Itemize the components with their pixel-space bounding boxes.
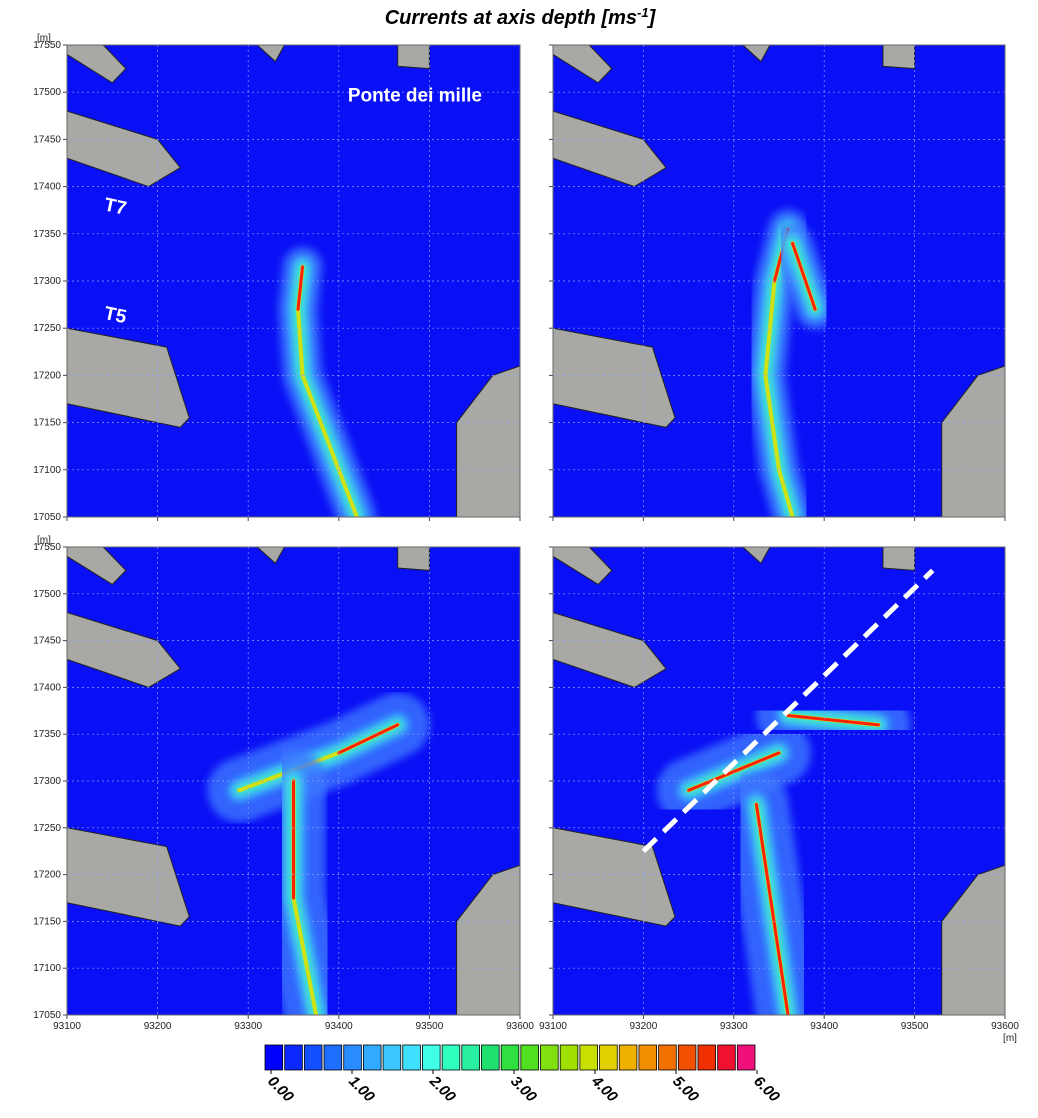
y-tick-label: 17450 [33,636,61,647]
panel-content [553,45,1005,517]
colorbar-swatch [324,1045,342,1070]
colorbar-swatch [442,1045,460,1070]
figure-title: Currents at axis depth [ms-1] [385,5,657,29]
x-tick-label: 93200 [144,1021,172,1032]
colorbar-swatch [521,1045,539,1070]
x-unit: [m] [1003,1033,1017,1044]
y-tick-label: 17350 [33,229,61,240]
building [883,45,915,69]
y-tick-label: 17100 [33,465,61,476]
y-tick-label: 17300 [33,776,61,787]
colorbar-swatch [698,1045,716,1070]
y-tick-label: 17200 [33,370,61,381]
colorbar-label: 6.00 [750,1073,783,1106]
map-panel: 93100 93200 93300 93400 93500 93600[m] [539,547,1019,1044]
building [398,45,430,69]
y-unit: [m] [37,33,51,44]
colorbar-swatch [560,1045,578,1070]
colorbar-swatch [265,1045,283,1070]
x-tick-label: 93500 [415,1021,443,1032]
y-tick-label: 17500 [33,589,61,600]
y-tick-label: 17250 [33,323,61,334]
colorbar-swatch [718,1045,736,1070]
map-panel: 93100 93200 93300 93400 93500 93600 17050 17100… [33,535,534,1032]
title-sup: -1 [637,5,649,20]
colorbar-swatch [403,1045,421,1070]
y-tick-label: 17250 [33,823,61,834]
colorbar-swatch [422,1045,440,1070]
y-tick-label: 17300 [33,276,61,287]
colorbar-swatch [737,1045,755,1070]
colorbar-swatch [678,1045,696,1070]
x-tick-label: 93400 [325,1021,353,1032]
y-unit: [m] [37,535,51,546]
panel-content [553,547,1005,1015]
x-tick-label: 93100 [539,1021,567,1032]
x-tick-label: 93500 [901,1021,929,1032]
colorbar-label: 1.00 [345,1073,378,1106]
y-tick-label: 17100 [33,963,61,974]
colorbar-swatch [541,1045,559,1070]
colorbar-swatch [285,1045,303,1070]
y-tick-label: 17050 [33,1010,61,1021]
title-text: Currents at axis depth [ms [385,7,637,29]
map-panel [549,45,1005,521]
panel-content [67,45,520,517]
x-tick-label: 93200 [629,1021,657,1032]
x-tick-label: 93300 [720,1021,748,1032]
colorbar-label: 2.00 [425,1072,459,1106]
colorbar-label: 5.00 [669,1073,702,1106]
y-tick-label: 17450 [33,134,61,145]
colorbar-swatch [600,1045,618,1070]
y-tick-label: 17150 [33,418,61,429]
map-panel: 17050 17100 17150 17200 17250 17300 17350 17400… [33,33,520,523]
colorbar-swatch [659,1045,677,1070]
figure: Currents at axis depth [ms-1] 17050 17100… [0,0,1038,1113]
x-tick-label: 93400 [810,1021,838,1032]
y-tick-label: 17150 [33,916,61,927]
annotation: Ponte dei mille [348,86,482,107]
y-tick-label: 17050 [33,512,61,523]
colorbar-swatch [344,1045,362,1070]
y-tick-label: 17400 [33,182,61,193]
building [883,547,915,570]
x-tick-label: 93300 [234,1021,262,1032]
y-tick-label: 17400 [33,682,61,693]
colorbar-label: 0.00 [264,1073,297,1106]
x-tick-label: 93100 [53,1021,81,1032]
colorbar-label: 3.00 [507,1073,540,1106]
y-tick-label: 17350 [33,729,61,740]
colorbar-swatch [462,1045,480,1070]
colorbar-label: 4.00 [587,1072,621,1106]
colorbar-swatch [383,1045,401,1070]
x-tick-label: 93600 [506,1021,534,1032]
y-tick-label: 17500 [33,87,61,98]
colorbar-swatch [619,1045,637,1070]
title-end: ] [647,7,657,29]
y-tick-label: 17200 [33,870,61,881]
colorbar-swatch [639,1045,657,1070]
building [398,547,430,570]
panel-content [67,547,520,1015]
colorbar-swatch [481,1045,499,1070]
colorbar-swatch [580,1045,598,1070]
colorbar-swatch [501,1045,519,1070]
x-tick-label: 93600 [991,1021,1019,1032]
colorbar-swatch [304,1045,322,1070]
colorbar-swatch [363,1045,381,1070]
